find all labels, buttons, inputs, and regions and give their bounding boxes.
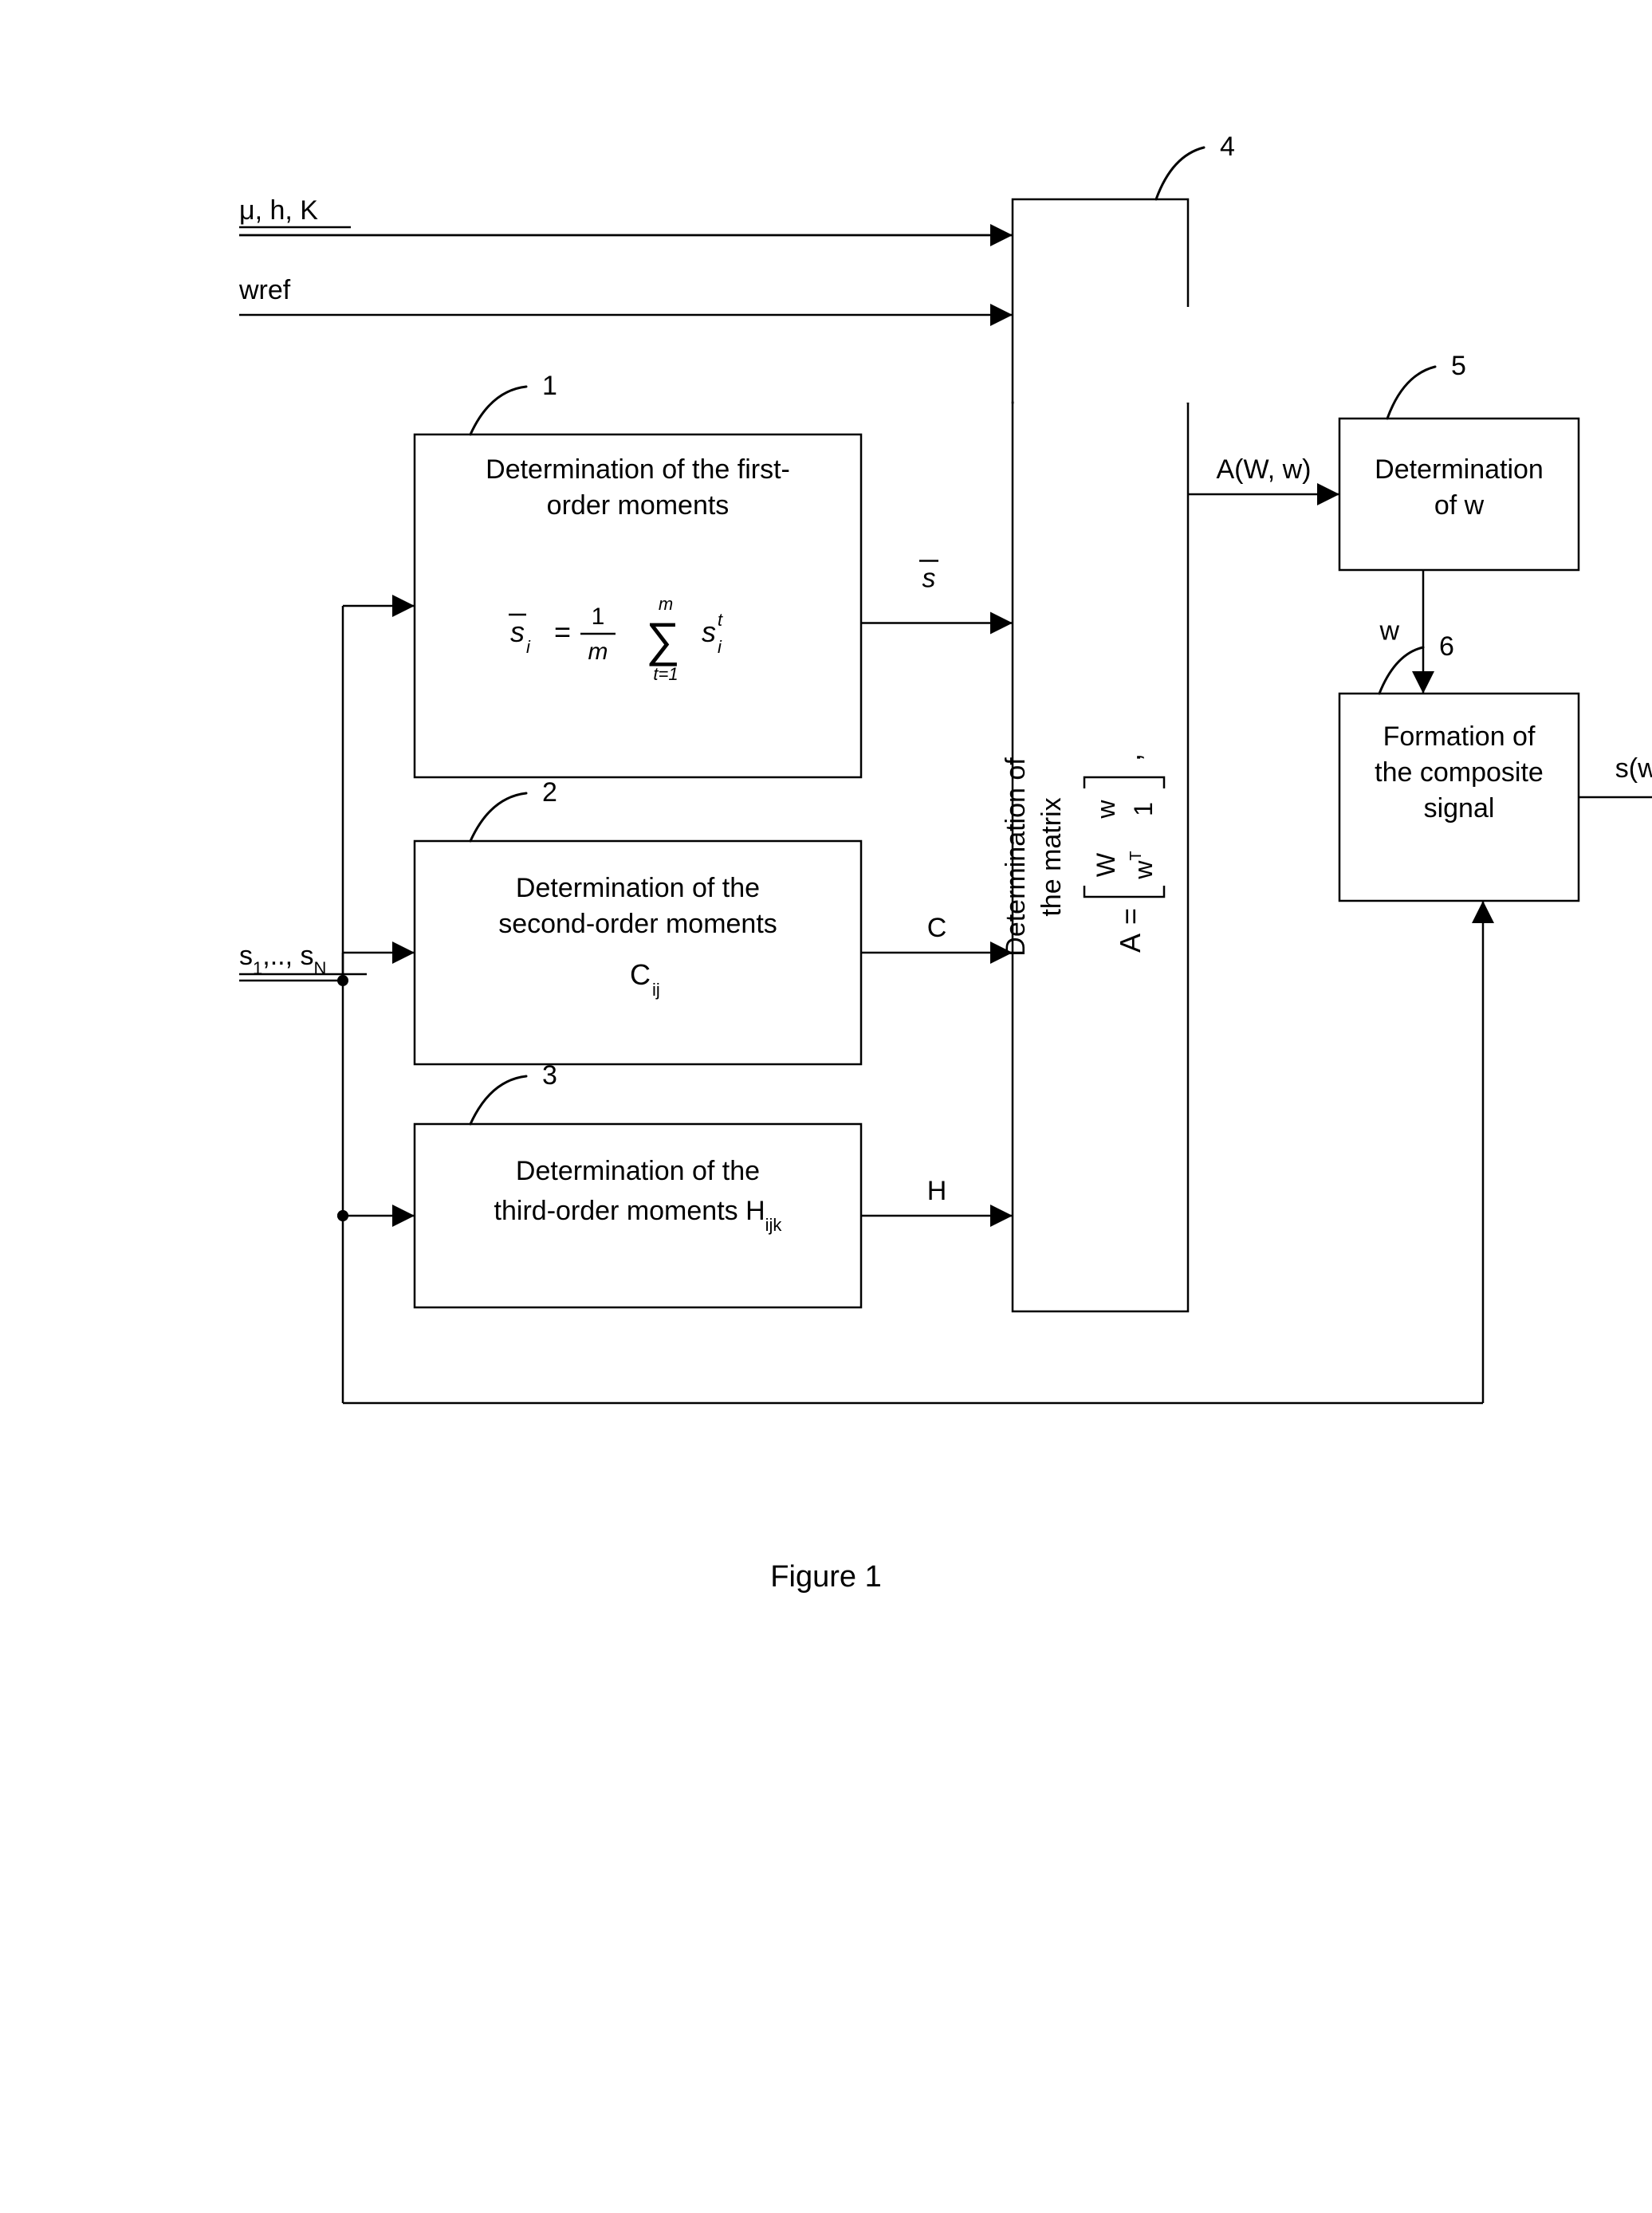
svg-text:1: 1 bbox=[1129, 802, 1158, 816]
svg-text:Determination: Determination bbox=[1375, 454, 1544, 485]
svg-text:s: s bbox=[922, 564, 936, 594]
svg-text:Determination of: Determination of bbox=[1001, 757, 1031, 957]
svg-text:5: 5 bbox=[1451, 351, 1466, 381]
svg-text:=: = bbox=[554, 615, 571, 648]
svg-text:signal: signal bbox=[1424, 793, 1495, 823]
svg-text:order moments: order moments bbox=[547, 490, 730, 521]
svg-text:H: H bbox=[927, 1176, 947, 1206]
svg-text:2: 2 bbox=[542, 777, 557, 808]
svg-text:C: C bbox=[927, 913, 947, 943]
svg-text:1: 1 bbox=[542, 371, 557, 401]
svg-text:m: m bbox=[588, 639, 608, 665]
svg-text:wref: wref bbox=[238, 275, 291, 305]
svg-text:s: s bbox=[510, 615, 525, 648]
svg-text:the composite: the composite bbox=[1375, 757, 1544, 788]
svg-text:m: m bbox=[659, 594, 673, 614]
svg-text:Determination of the first-: Determination of the first- bbox=[486, 454, 790, 485]
svg-text:=: = bbox=[1114, 908, 1147, 925]
svg-text:1: 1 bbox=[592, 603, 605, 630]
svg-text:Formation of: Formation of bbox=[1383, 721, 1536, 752]
svg-text:Figure 1: Figure 1 bbox=[770, 1560, 881, 1594]
svg-text:C: C bbox=[630, 958, 651, 991]
svg-text:t: t bbox=[718, 610, 723, 630]
svg-text:s(w): s(w) bbox=[1615, 753, 1652, 784]
svg-text:A(W, w): A(W, w) bbox=[1217, 454, 1312, 485]
svg-text:s: s bbox=[702, 615, 716, 648]
svg-text:w: w bbox=[1092, 800, 1120, 820]
svg-text:w: w bbox=[1379, 616, 1399, 647]
svg-text:of w: of w bbox=[1434, 490, 1485, 521]
svg-text:6: 6 bbox=[1439, 631, 1454, 662]
svg-text:the matrix: the matrix bbox=[1036, 797, 1067, 916]
svg-text:Determination of the: Determination of the bbox=[516, 1156, 760, 1186]
svg-text:,: , bbox=[1114, 753, 1147, 761]
svg-text:3: 3 bbox=[542, 1060, 557, 1091]
svg-text:4: 4 bbox=[1220, 132, 1235, 162]
block-1 bbox=[415, 434, 861, 777]
svg-text:second-order moments: second-order moments bbox=[498, 909, 777, 939]
svg-text:s1,.., sN: s1,.., sN bbox=[239, 941, 326, 978]
svg-text:ij: ij bbox=[652, 980, 660, 1000]
svg-text:A: A bbox=[1114, 934, 1147, 953]
svg-text:Determination of the: Determination of the bbox=[516, 873, 760, 903]
svg-text:t=1: t=1 bbox=[653, 664, 678, 684]
svg-text:μ, h, K: μ, h, K bbox=[239, 195, 318, 226]
svg-text:W: W bbox=[1092, 852, 1120, 877]
svg-text:∑: ∑ bbox=[646, 613, 680, 666]
